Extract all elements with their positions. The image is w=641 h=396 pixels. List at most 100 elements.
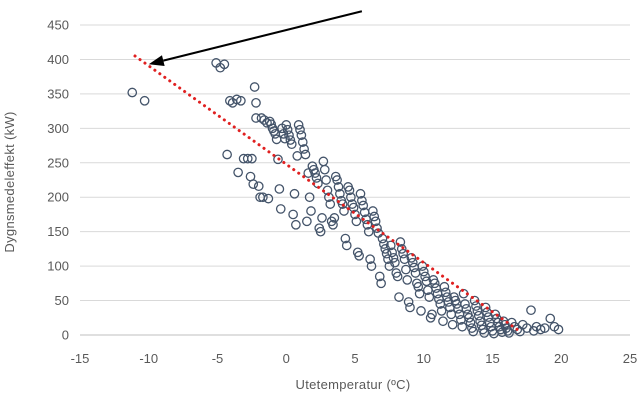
- data-point: [461, 303, 472, 314]
- data-point: [299, 144, 309, 154]
- data-point: [468, 326, 479, 337]
- data-point: [377, 233, 388, 244]
- data-point: [275, 204, 286, 214]
- data-point: [317, 213, 327, 223]
- data-point: [472, 306, 483, 316]
- data-point: [315, 226, 326, 237]
- data-point: [432, 288, 443, 299]
- data-point: [460, 299, 470, 309]
- data-point: [328, 219, 338, 230]
- data-point: [325, 199, 336, 209]
- data-point: [306, 206, 316, 216]
- trendline-path: [133, 54, 522, 334]
- data-point: [392, 271, 403, 282]
- data-point: [394, 292, 404, 302]
- data-point: [429, 278, 440, 289]
- data-point: [388, 252, 399, 263]
- data-point: [402, 275, 413, 285]
- y-tick-label: 400: [47, 52, 69, 67]
- data-point: [376, 278, 386, 289]
- data-point: [372, 223, 382, 234]
- data-point: [340, 233, 351, 244]
- x-tick-label: 5: [351, 351, 358, 366]
- data-point: [286, 139, 297, 150]
- data-point: [231, 94, 242, 105]
- data-point: [339, 206, 349, 216]
- data-point: [248, 179, 259, 189]
- data-point: [337, 199, 348, 209]
- data-point: [329, 213, 340, 223]
- data-point: [249, 82, 260, 92]
- data-point: [259, 115, 270, 125]
- annotation-arrow: [148, 10, 363, 66]
- data-point: [300, 149, 311, 160]
- data-point: [406, 252, 417, 263]
- data-point: [469, 295, 480, 306]
- x-tick-labels: -15 -10 -5 0 5 10 15 20 25: [71, 351, 638, 366]
- data-point: [438, 316, 448, 327]
- data-point: [401, 264, 411, 275]
- data-point: [365, 254, 375, 265]
- data-point: [464, 312, 474, 323]
- data-point: [539, 323, 550, 333]
- data-point: [457, 321, 468, 332]
- data-point: [374, 271, 385, 282]
- data-point: [465, 317, 476, 328]
- data-point: [440, 287, 451, 298]
- x-tick-label: -5: [212, 351, 224, 366]
- data-point: [282, 124, 293, 135]
- data-point: [526, 305, 536, 316]
- data-point: [420, 271, 430, 282]
- data-point: [318, 156, 329, 167]
- data-point: [225, 95, 235, 106]
- data-point: [405, 302, 415, 313]
- data-point: [311, 173, 322, 183]
- x-tick-label: -15: [71, 351, 90, 366]
- data-point: [475, 316, 485, 327]
- data-point: [414, 288, 425, 299]
- data-point: [139, 95, 150, 106]
- y-tick-label: 200: [47, 190, 69, 205]
- x-tick-label: -10: [139, 351, 158, 366]
- y-tick-label: 150: [47, 224, 69, 239]
- data-point: [399, 254, 410, 265]
- data-point: [304, 192, 315, 203]
- data-point: [553, 324, 564, 335]
- y-tick-label: 300: [47, 121, 69, 136]
- data-point: [403, 297, 414, 307]
- data-point: [319, 164, 330, 175]
- data-point: [297, 137, 308, 147]
- data-point: [236, 95, 246, 106]
- data-point: [512, 324, 523, 335]
- data-point: [362, 219, 373, 230]
- data-point: [409, 262, 419, 273]
- data-point: [346, 192, 356, 203]
- data-point: [222, 149, 232, 160]
- data-point: [395, 237, 406, 247]
- arrow-shaft: [163, 10, 363, 62]
- data-point: [274, 184, 285, 194]
- y-axis-label: Dygnsmedeleffekt (kW): [2, 111, 17, 252]
- y-tick-label: 250: [47, 155, 69, 170]
- trendline: [133, 54, 522, 334]
- data-point: [427, 309, 437, 320]
- data-point: [247, 153, 257, 164]
- data-point: [288, 209, 298, 220]
- data-point: [242, 153, 253, 164]
- data-point: [424, 292, 435, 302]
- data-point: [335, 188, 345, 199]
- data-point: [289, 188, 300, 199]
- data-point: [310, 168, 320, 178]
- data-point: [398, 248, 408, 259]
- data-point: [355, 188, 366, 199]
- data-point: [256, 113, 267, 123]
- data-point: [233, 167, 243, 178]
- data-point: [357, 195, 367, 206]
- data-point: [253, 181, 264, 192]
- data-point: [418, 266, 429, 277]
- x-axis-label: Utetemperatur (ºC): [296, 377, 411, 392]
- data-point: [407, 257, 418, 268]
- data-point: [344, 185, 355, 196]
- data-point: [219, 59, 230, 70]
- data-point: [480, 302, 491, 313]
